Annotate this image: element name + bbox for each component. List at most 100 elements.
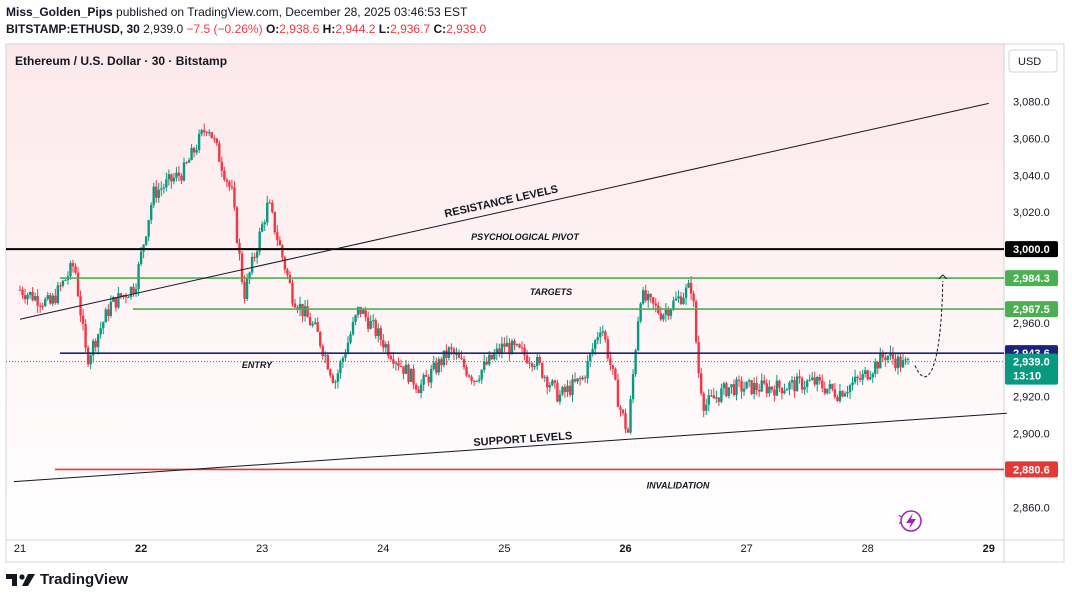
candle-body (889, 352, 892, 356)
candle-body (359, 306, 362, 314)
candle-body (377, 328, 380, 336)
candle-body (510, 340, 514, 355)
candle-body (475, 380, 478, 382)
candle-body (172, 177, 176, 182)
candle-body (195, 150, 198, 153)
candle-body (127, 297, 130, 299)
drawings-layer: PSYCHOLOGICAL PIVOT TARGETS ENTRY INVALIDAT… (6, 102, 1007, 490)
candle-body (659, 313, 663, 320)
candle-body (308, 317, 312, 326)
close-value: 2,939.0 (446, 22, 487, 36)
candle-body (263, 222, 266, 225)
candle-body (215, 138, 218, 144)
candle-body (505, 342, 509, 347)
candle-body (160, 188, 163, 190)
y-tick-label: 3,020.0 (1013, 207, 1050, 219)
candle-body (702, 393, 705, 411)
candle-body (853, 376, 857, 383)
psychological-pivot-price-badge (1005, 241, 1058, 258)
candle-body (803, 387, 806, 390)
author-name[interactable]: Miss_Golden_Pips (6, 5, 113, 19)
candle-body (768, 386, 771, 394)
candle-body (51, 295, 54, 304)
candle-body (457, 353, 461, 358)
candle-body (432, 362, 435, 370)
candle-body (551, 380, 554, 386)
candle-body (351, 321, 355, 335)
candle-body (541, 363, 544, 378)
tradingview-brand[interactable]: TradingView (6, 571, 128, 588)
candle-body (18, 289, 22, 291)
candle-body (225, 179, 229, 182)
candle-body (755, 382, 758, 390)
candle-body (891, 352, 895, 359)
resistance-line[interactable] (19, 102, 989, 320)
candle-body (818, 377, 821, 381)
candle-body (876, 362, 879, 369)
candle-body (578, 378, 582, 380)
candle-body (344, 353, 347, 358)
candle-body (419, 384, 423, 394)
candle-body (871, 373, 874, 378)
candle-body (720, 388, 723, 402)
bar-countdown: 13:10 (1013, 371, 1041, 383)
candle-body (851, 382, 854, 386)
support-line[interactable] (13, 412, 1007, 483)
candle-body (727, 387, 731, 397)
candle-body (619, 407, 622, 410)
candle-body (462, 359, 466, 368)
publish-info: Miss_Golden_Pips published on TradingVie… (6, 5, 467, 19)
candle-body (503, 343, 506, 347)
candle-body (190, 147, 193, 161)
candle-body (412, 368, 415, 385)
x-tick-label: 22 (135, 543, 147, 555)
candle-body (450, 347, 453, 349)
candle-body (74, 266, 77, 273)
candle-body (556, 382, 559, 402)
candle-body (886, 355, 890, 360)
candle-body (677, 296, 680, 299)
projection-arrow[interactable] (914, 280, 944, 378)
candle-body (747, 380, 751, 382)
candle-body (674, 298, 678, 301)
candle-body (467, 375, 471, 377)
x-tick-label: 24 (377, 543, 389, 555)
candle-body (397, 362, 400, 366)
candle-body (97, 334, 100, 348)
lightning-icon[interactable] (898, 510, 922, 532)
candle-body (437, 359, 441, 373)
candle-body (84, 324, 87, 348)
candle-body (258, 231, 261, 252)
candle-body (430, 369, 433, 383)
candle-body (654, 303, 657, 306)
candle-body (490, 354, 493, 360)
candle-body (831, 384, 834, 390)
candle-body (240, 253, 244, 283)
candle-body (568, 385, 572, 395)
brand-name: TradingView (40, 571, 129, 588)
candle-body (384, 344, 388, 348)
candle-body (783, 390, 786, 394)
candle-body (218, 143, 221, 162)
candle-body (672, 300, 675, 310)
candle-body (248, 272, 251, 279)
last-price-label: 2,939.0 (1013, 357, 1050, 369)
candle-body (321, 346, 324, 357)
candle-body (662, 314, 665, 320)
candle-body (223, 170, 226, 180)
candle-body (669, 309, 673, 316)
candle-body (644, 290, 647, 301)
candle-body (543, 376, 546, 378)
candle-body (44, 299, 47, 306)
x-tick-label: 29 (983, 543, 995, 555)
candle-body (896, 356, 900, 369)
candle-body (76, 272, 80, 297)
currency-button[interactable] (1008, 49, 1058, 73)
candle-body (316, 322, 319, 332)
candle-body (102, 322, 105, 329)
candle-body (139, 251, 143, 265)
candle-body (245, 278, 249, 299)
candle-body (553, 380, 557, 383)
candle-body (107, 309, 110, 316)
